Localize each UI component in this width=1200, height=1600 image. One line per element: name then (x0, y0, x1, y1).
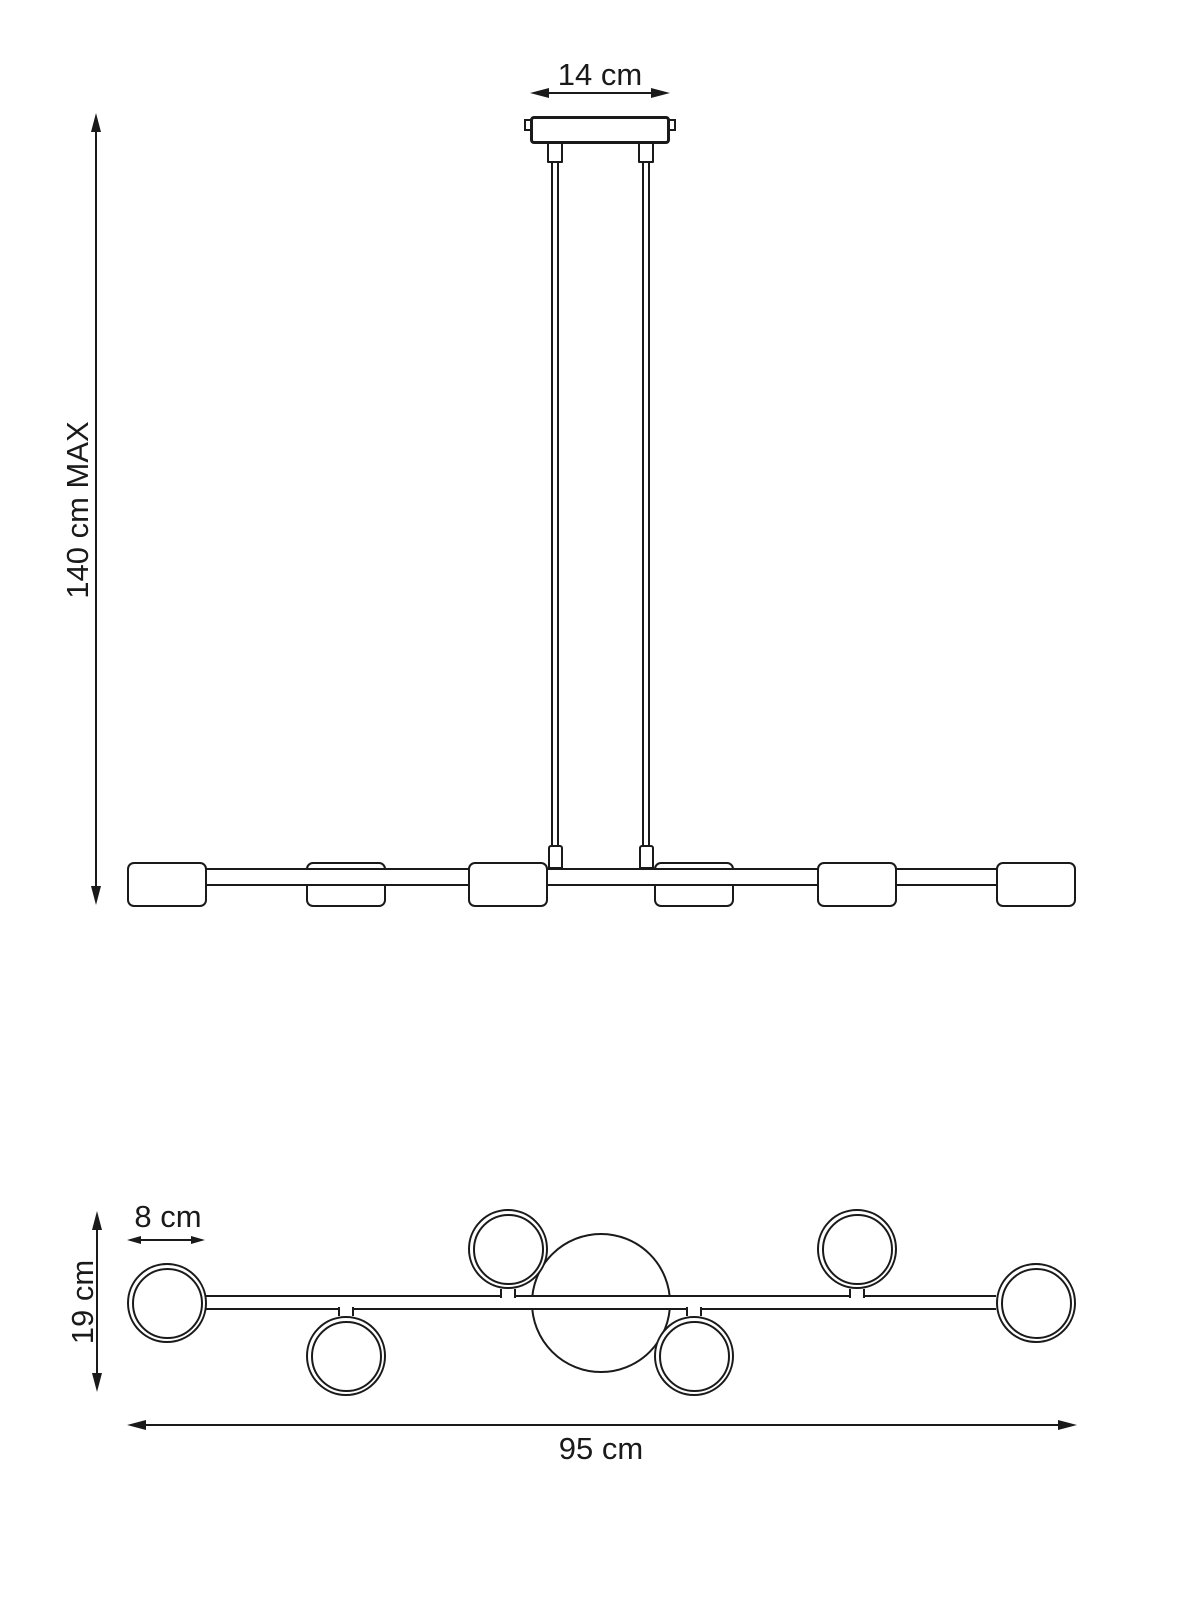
fixture-width-dimension-label: 95 cm (558, 1431, 644, 1466)
arrowhead-left-icon (127, 1420, 146, 1430)
head-diameter-dimension-label: 8 cm (134, 1199, 202, 1234)
arrowhead-down-icon (92, 1373, 102, 1392)
arrowhead-down-icon (91, 886, 101, 905)
cord-grip-top-right (638, 142, 654, 163)
arrowhead-up-icon (92, 1211, 102, 1230)
arrowhead-left-icon (127, 1236, 141, 1244)
lamp-head-rim (131, 1267, 203, 1339)
cord-grip-top-left (547, 142, 563, 163)
lamp-holder-3 (468, 862, 548, 907)
fixture-width-dimension-line (131, 1424, 1073, 1426)
lamp-head-rim (658, 1320, 730, 1392)
arrowhead-right-icon (651, 88, 670, 98)
wire-ferrule-left (548, 845, 563, 869)
lamp-holder-6 (996, 862, 1076, 907)
max-drop-dimension-line (95, 118, 97, 900)
wire-ferrule-right (639, 845, 654, 869)
lamp-head-3 (468, 1209, 548, 1289)
canopy-width-dimension-line (534, 92, 666, 94)
head-neck-5 (849, 1289, 865, 1298)
head-diameter-dimension-line (130, 1239, 202, 1241)
lamp-head-6 (996, 1263, 1076, 1343)
arrowhead-left-icon (530, 88, 549, 98)
head-neck-3 (500, 1289, 516, 1298)
lamp-holder-1 (127, 862, 207, 907)
lamp-head-2 (306, 1316, 386, 1396)
max-drop-dimension-label: 140 cm MAX (59, 421, 95, 599)
lamp-bar-front (140, 868, 1040, 886)
arrowhead-up-icon (91, 113, 101, 132)
canopy-width-dimension-label: 14 cm (557, 57, 643, 92)
fixture-depth-dimension-label: 19 cm (64, 1259, 100, 1345)
lamp-head-4 (654, 1316, 734, 1396)
suspension-wire-right (642, 161, 650, 847)
lamp-head-rim (310, 1320, 382, 1392)
lamp-head-1 (127, 1263, 207, 1343)
lamp-head-rim (821, 1213, 893, 1285)
fixture-depth-dimension-line (96, 1216, 98, 1388)
lamp-head-rim (472, 1213, 544, 1285)
lamp-bar-plan (205, 1295, 996, 1310)
lamp-head-rim (1000, 1267, 1072, 1339)
lamp-head-5 (817, 1209, 897, 1289)
suspension-wire-left (551, 161, 559, 847)
lamp-holder-5 (817, 862, 897, 907)
head-neck-4 (686, 1307, 702, 1316)
arrowhead-right-icon (191, 1236, 205, 1244)
arrowhead-right-icon (1058, 1420, 1077, 1430)
ceiling-canopy (530, 116, 670, 144)
head-neck-2 (338, 1307, 354, 1316)
